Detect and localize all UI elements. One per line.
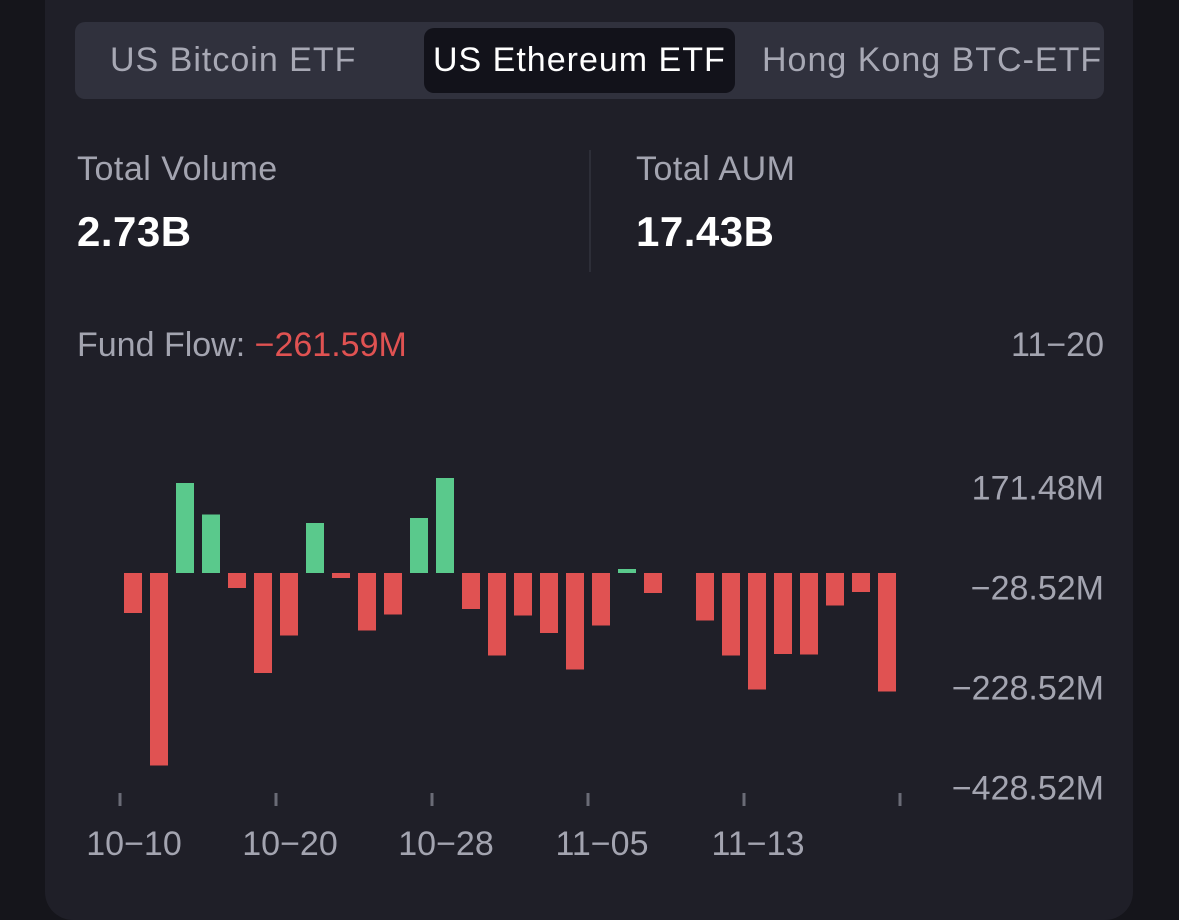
flow-bar[interactable] xyxy=(332,573,350,578)
x-tick-label: 10−20 xyxy=(242,825,338,863)
x-tick-label: 11−13 xyxy=(712,825,805,863)
flow-bar[interactable] xyxy=(566,573,584,670)
flow-bar[interactable] xyxy=(826,573,844,606)
flow-bar[interactable] xyxy=(592,573,610,626)
tab-us-bitcoin-etf[interactable]: US Bitcoin ETF xyxy=(110,41,357,79)
flow-bar[interactable] xyxy=(202,514,220,574)
etf-tabs: US Bitcoin ETF US Ethereum ETF Hong Kong… xyxy=(75,22,1104,99)
flow-bar[interactable] xyxy=(878,573,896,692)
y-tick-label: −28.52M xyxy=(971,569,1104,607)
tab-hong-kong-btc-etf[interactable]: Hong Kong BTC-ETF xyxy=(762,41,1103,79)
y-tick-label: 171.48M xyxy=(972,469,1104,507)
flow-bar[interactable] xyxy=(774,573,792,654)
flow-bar[interactable] xyxy=(488,573,506,656)
flow-bar[interactable] xyxy=(280,573,298,636)
flow-bar[interactable] xyxy=(410,518,428,573)
flow-bar[interactable] xyxy=(514,573,532,616)
flow-bar[interactable] xyxy=(176,483,194,573)
flow-bar[interactable] xyxy=(644,573,662,593)
flow-bar[interactable] xyxy=(540,573,558,633)
x-tick-label: 10−10 xyxy=(86,825,182,863)
fund-flow-label: Fund Flow: xyxy=(77,326,255,364)
flow-bar[interactable] xyxy=(722,573,740,656)
total-volume-label: Total Volume xyxy=(77,150,278,188)
x-tick-label: 10−28 xyxy=(398,825,494,863)
total-aum-value: 17.43B xyxy=(636,208,775,255)
fund-flow-value: −261.59M xyxy=(254,326,407,364)
x-tick-label: 11−05 xyxy=(556,825,649,863)
flow-bar[interactable] xyxy=(436,478,454,573)
flow-bar[interactable] xyxy=(124,573,142,613)
y-tick-label: −428.52M xyxy=(952,769,1104,807)
flow-bar[interactable] xyxy=(696,573,714,621)
flow-bar[interactable] xyxy=(462,573,480,609)
tab-us-ethereum-etf[interactable]: US Ethereum ETF xyxy=(424,28,735,93)
fund-flow-chart[interactable]: 171.48M −28.52M −228.52M −428.52M 10−10 10−20… xyxy=(0,0,1179,890)
flow-bar[interactable] xyxy=(306,523,324,573)
flow-bar[interactable] xyxy=(618,569,636,573)
flow-bar[interactable] xyxy=(254,573,272,673)
stats-divider xyxy=(589,150,591,272)
flow-bar[interactable] xyxy=(228,573,246,588)
flow-bar[interactable] xyxy=(852,573,870,592)
total-aum-label: Total AUM xyxy=(636,150,796,188)
fund-flow-row: Fund Flow: −261.59M xyxy=(77,326,407,365)
flow-bar[interactable] xyxy=(358,573,376,631)
fund-flow-date: 11−20 xyxy=(1011,326,1104,364)
flow-bar[interactable] xyxy=(150,573,168,766)
total-volume-value: 2.73B xyxy=(77,208,192,255)
flow-bar[interactable] xyxy=(384,573,402,615)
flow-bar[interactable] xyxy=(748,573,766,690)
flow-bar[interactable] xyxy=(800,573,818,655)
y-tick-label: −228.52M xyxy=(952,669,1104,707)
